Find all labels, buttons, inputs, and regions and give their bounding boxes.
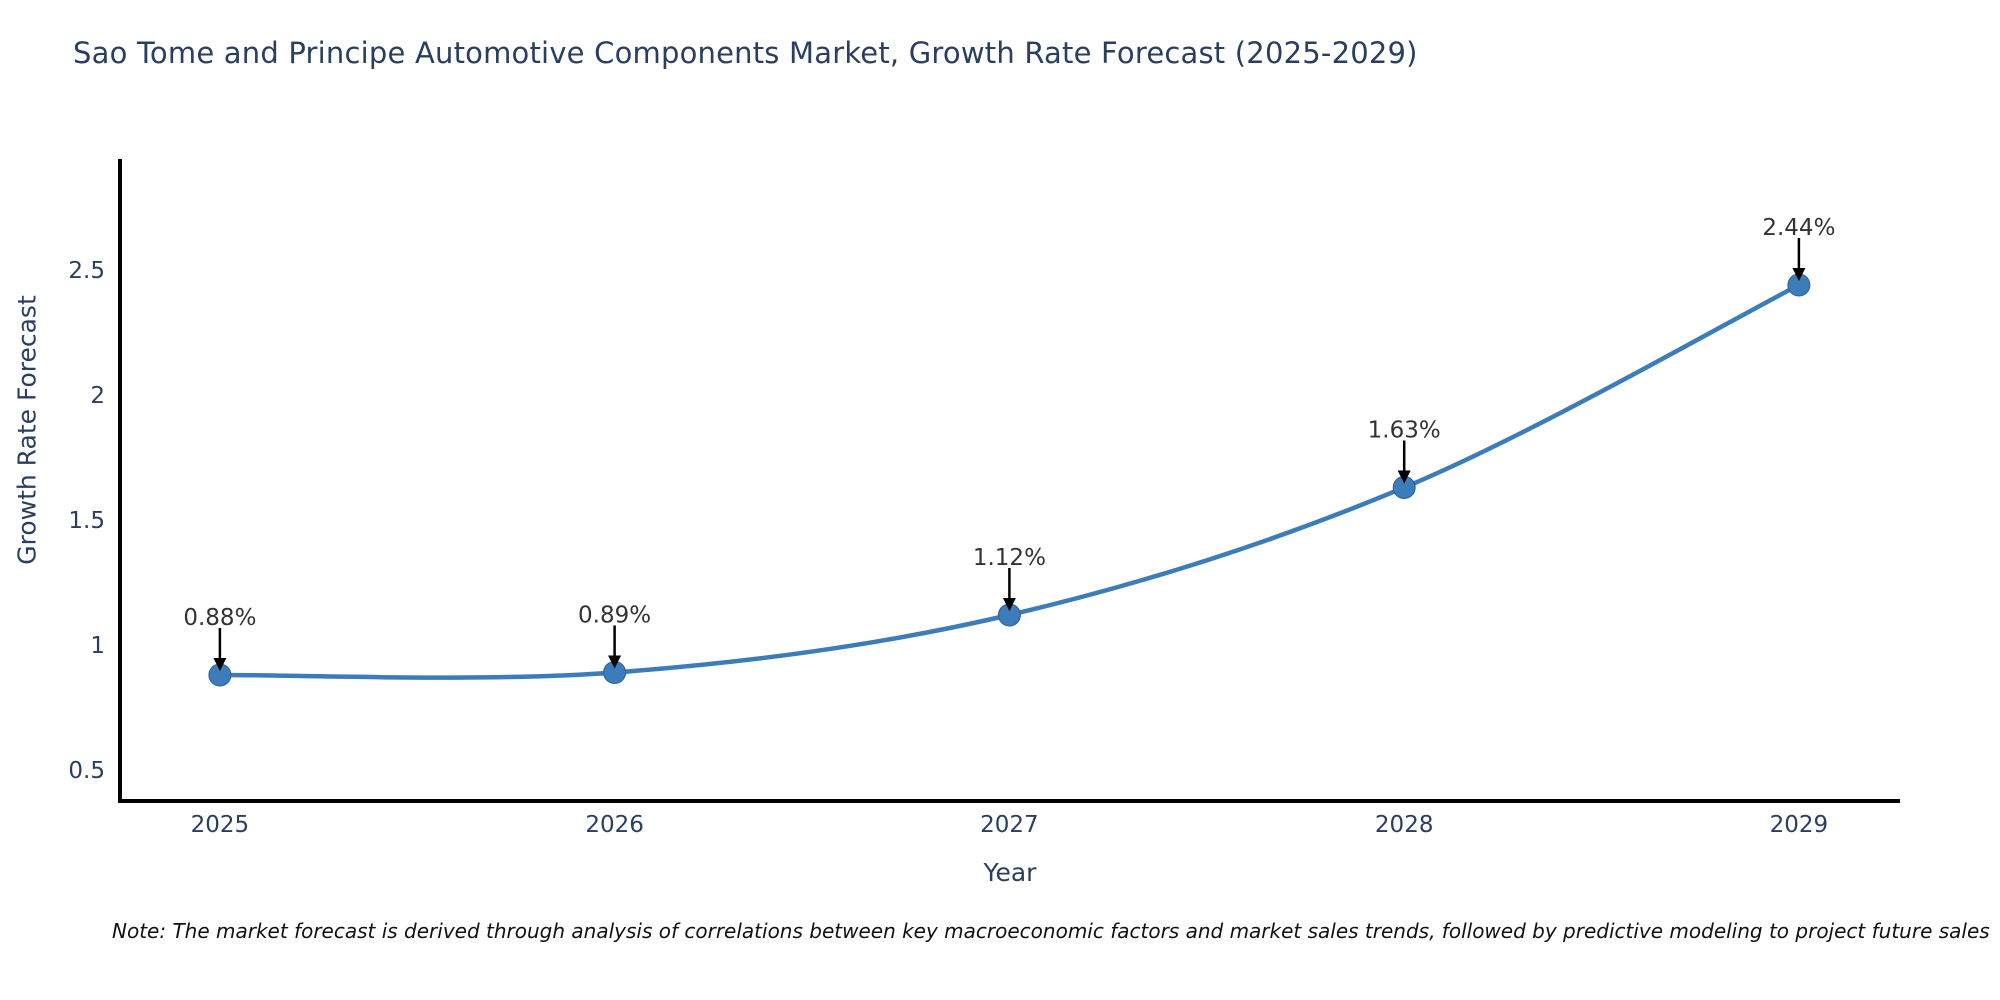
axis-spines (118, 159, 1900, 803)
y-axis-title: Growth Rate Forecast (12, 295, 42, 565)
point-annotation-label: 1.63% (1368, 418, 1441, 444)
y-tick-label: 1.5 (68, 508, 105, 534)
x-tick-label: 2027 (980, 812, 1039, 838)
y-tick-label: 2 (90, 383, 105, 409)
chart-title: Sao Tome and Principe Automotive Compone… (73, 36, 1418, 70)
y-tick-label: 0.5 (68, 758, 105, 784)
x-tick-label: 2028 (1375, 812, 1434, 838)
point-annotation-label: 2.44% (1762, 215, 1835, 241)
footnote: Note: The market forecast is derived thr… (112, 919, 1990, 943)
annotation-arrow-icon (213, 658, 227, 671)
point-annotation-label: 0.89% (578, 603, 651, 629)
annotation-arrow-icon (608, 655, 622, 669)
y-tick-label: 1 (90, 633, 105, 659)
annotation-arrow-icon (1002, 598, 1016, 611)
y-tick-label: 2.5 (68, 258, 105, 284)
x-axis-title: Year (983, 858, 1037, 887)
point-annotation-label: 1.12% (973, 545, 1046, 571)
annotation-arrow-icon (1792, 268, 1806, 281)
x-tick-label: 2025 (191, 812, 250, 838)
annotation-arrow-icon (1397, 470, 1411, 484)
point-annotation-label: 0.88% (183, 605, 256, 631)
x-tick-label: 2026 (585, 812, 644, 838)
x-tick-label: 2029 (1770, 812, 1829, 838)
